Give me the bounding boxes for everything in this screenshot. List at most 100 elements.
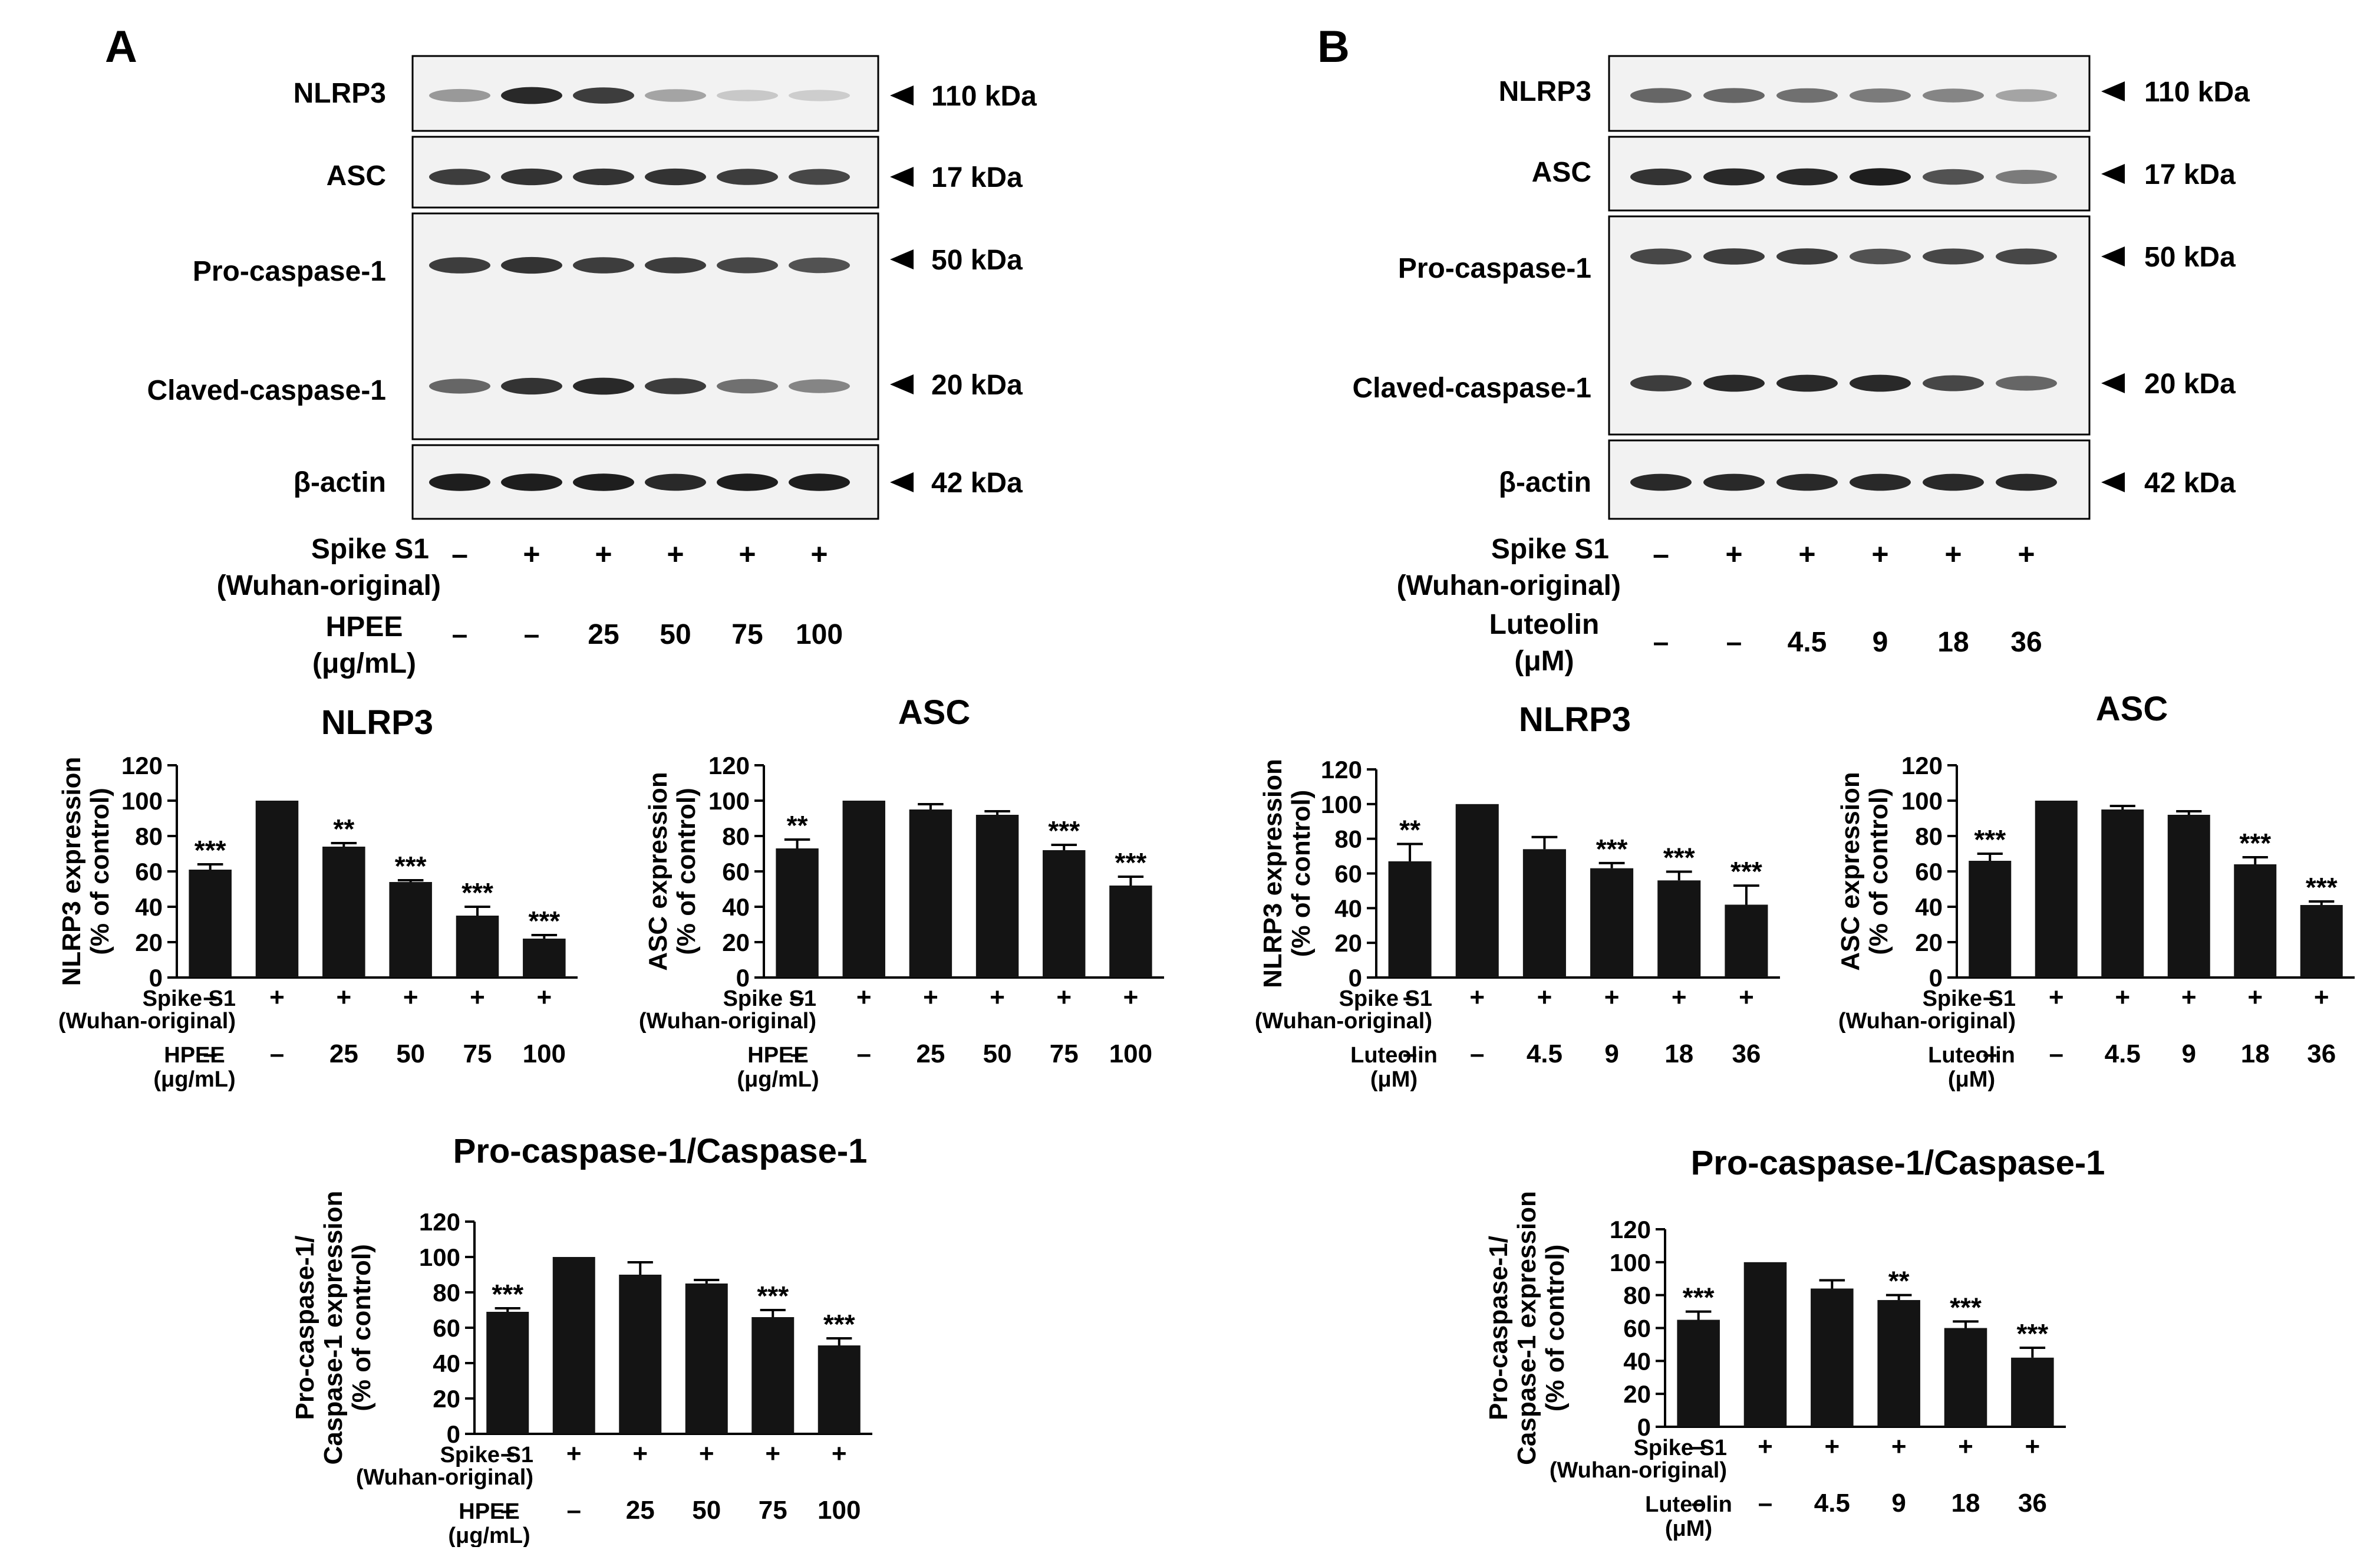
blot-band	[1703, 473, 1765, 491]
treatment-value: 36	[2307, 1039, 2336, 1068]
bar-chart-A-2: ASC ASC expression (% of control) 0 20 40 60 80…	[639, 693, 1164, 1092]
y-tick-label: 60	[1334, 860, 1362, 888]
blot-band	[789, 169, 850, 185]
blot-row-label: NLRP3	[294, 78, 386, 109]
treatment-value: +	[1739, 983, 1754, 1012]
blot-row-label: Claved-caspase-1	[1352, 373, 1591, 404]
treatment-value: +	[1944, 538, 1962, 571]
treatment-label: Spike S1	[1339, 986, 1432, 1011]
treatment-value: +	[832, 1439, 847, 1468]
treatment-value: +	[2115, 983, 2130, 1012]
y-tick-label: 20	[1623, 1380, 1651, 1408]
bar-chart-B-1: NLRP3 NLRP3 expression (% of control) 0 20 40…	[1255, 700, 1780, 1092]
kda-arrow-icon	[890, 374, 914, 394]
blot-band	[789, 257, 850, 274]
treatment-value: –	[1470, 1039, 1484, 1068]
treatment-value: –	[567, 1496, 581, 1525]
treatment-value: –	[451, 538, 468, 571]
bar-chart-A-3: Pro-caspase-1/Caspase-1 Pro-caspase-1/Cas…	[291, 1132, 872, 1548]
blot-band	[645, 257, 706, 274]
treatment-label: (Wuhan-original)	[1397, 570, 1621, 601]
treatment-value: –	[1403, 1039, 1417, 1068]
y-tick-label: 20	[433, 1385, 460, 1413]
blot-band	[717, 473, 778, 491]
treatment-value: –	[1691, 1432, 1705, 1461]
treatment-value: –	[790, 983, 804, 1012]
treatment-value: –	[1983, 1039, 1997, 1068]
treatment-value: 75	[1050, 1039, 1079, 1068]
kda-label: 17 kDa	[931, 162, 1023, 193]
y-tick-label: 120	[708, 752, 750, 779]
treatment-value: +	[667, 538, 684, 571]
bar	[776, 848, 819, 978]
treatment-value: 25	[588, 619, 619, 650]
blot-band	[1630, 375, 1692, 391]
treatment-value: 50	[660, 619, 691, 650]
treatment-value: +	[269, 983, 285, 1012]
y-tick-label: 0	[1637, 1413, 1651, 1441]
blot-membrane	[411, 212, 879, 440]
treatment-value: +	[1725, 538, 1742, 571]
treatment-value: –	[1726, 627, 1742, 658]
treatment-label: Luteolin	[1645, 1492, 1732, 1517]
y-tick-label: 60	[135, 858, 163, 886]
blot-band	[1703, 168, 1765, 186]
treatment-value: 25	[329, 1039, 358, 1068]
panel-letter: B	[1317, 22, 1350, 72]
y-tick-label: 40	[722, 893, 750, 921]
treatment-value: 100	[1109, 1039, 1152, 1068]
treatment-value: 18	[2241, 1039, 2270, 1068]
blot-band	[645, 89, 706, 102]
significance-marker: ***	[757, 1281, 789, 1311]
treatment-label: HPEE	[459, 1499, 519, 1524]
treatment-label: (μM)	[1665, 1516, 1712, 1541]
kda-label: 50 kDa	[2144, 242, 2236, 273]
bar	[1944, 1328, 1987, 1427]
bar	[817, 1345, 861, 1434]
treatment-label: HPEE	[164, 1043, 225, 1068]
blot-row-label: Claved-caspase-1	[147, 375, 386, 406]
kda-arrow-icon	[2101, 164, 2125, 184]
y-tick-label: 120	[1610, 1216, 1651, 1243]
treatment-value: +	[2018, 538, 2035, 571]
significance-marker: ***	[1730, 856, 1762, 887]
chart-title: NLRP3	[1519, 700, 1631, 739]
treatment-value: 50	[396, 1039, 425, 1068]
bar	[389, 882, 432, 978]
bar	[751, 1317, 795, 1434]
treatment-value: 4.5	[1527, 1039, 1563, 1068]
treatment-value: –	[1653, 538, 1669, 571]
treatment-label: Luteolin	[1928, 1043, 2015, 1068]
treatment-value: +	[632, 1439, 648, 1468]
significance-marker: **	[1888, 1266, 1910, 1296]
y-tick-label: 20	[135, 929, 163, 956]
treatment-value: +	[336, 983, 351, 1012]
blot-band	[1776, 374, 1838, 392]
y-tick-label: 120	[1901, 752, 1943, 779]
treatment-value: –	[1653, 627, 1669, 658]
kda-arrow-icon	[2101, 81, 2125, 101]
blot-band	[573, 87, 634, 104]
blot-band	[1850, 248, 1911, 265]
bar	[523, 939, 566, 978]
y-axis-label: Pro-caspase-1/	[291, 1235, 319, 1420]
blot-band	[1776, 473, 1838, 491]
y-axis-label: NLRP3 expression	[1258, 759, 1287, 988]
blot-band	[429, 169, 490, 185]
blot-band	[645, 473, 706, 491]
y-tick-label: 100	[1321, 791, 1362, 818]
treatment-label: Spike S1	[143, 986, 236, 1011]
bar	[2300, 905, 2343, 978]
kda-arrow-icon	[2101, 373, 2125, 393]
bar	[552, 1257, 595, 1434]
western-blot-B: NLRP3 110 kDa ASC 17 kDa Pro-caspase-1 50 kDa…	[1352, 55, 2250, 677]
blot-band	[1923, 169, 1984, 185]
treatment-value: +	[1958, 1432, 1973, 1461]
treatment-value: +	[810, 538, 828, 571]
treatment-value: +	[2314, 983, 2329, 1012]
treatment-value: 75	[463, 1039, 492, 1068]
bar-chart-B-2: ASC ASC expression (% of control) 0 20 40 60 80…	[1836, 690, 2355, 1092]
treatment-label: HPEE	[747, 1043, 808, 1068]
blot-band	[573, 257, 634, 274]
